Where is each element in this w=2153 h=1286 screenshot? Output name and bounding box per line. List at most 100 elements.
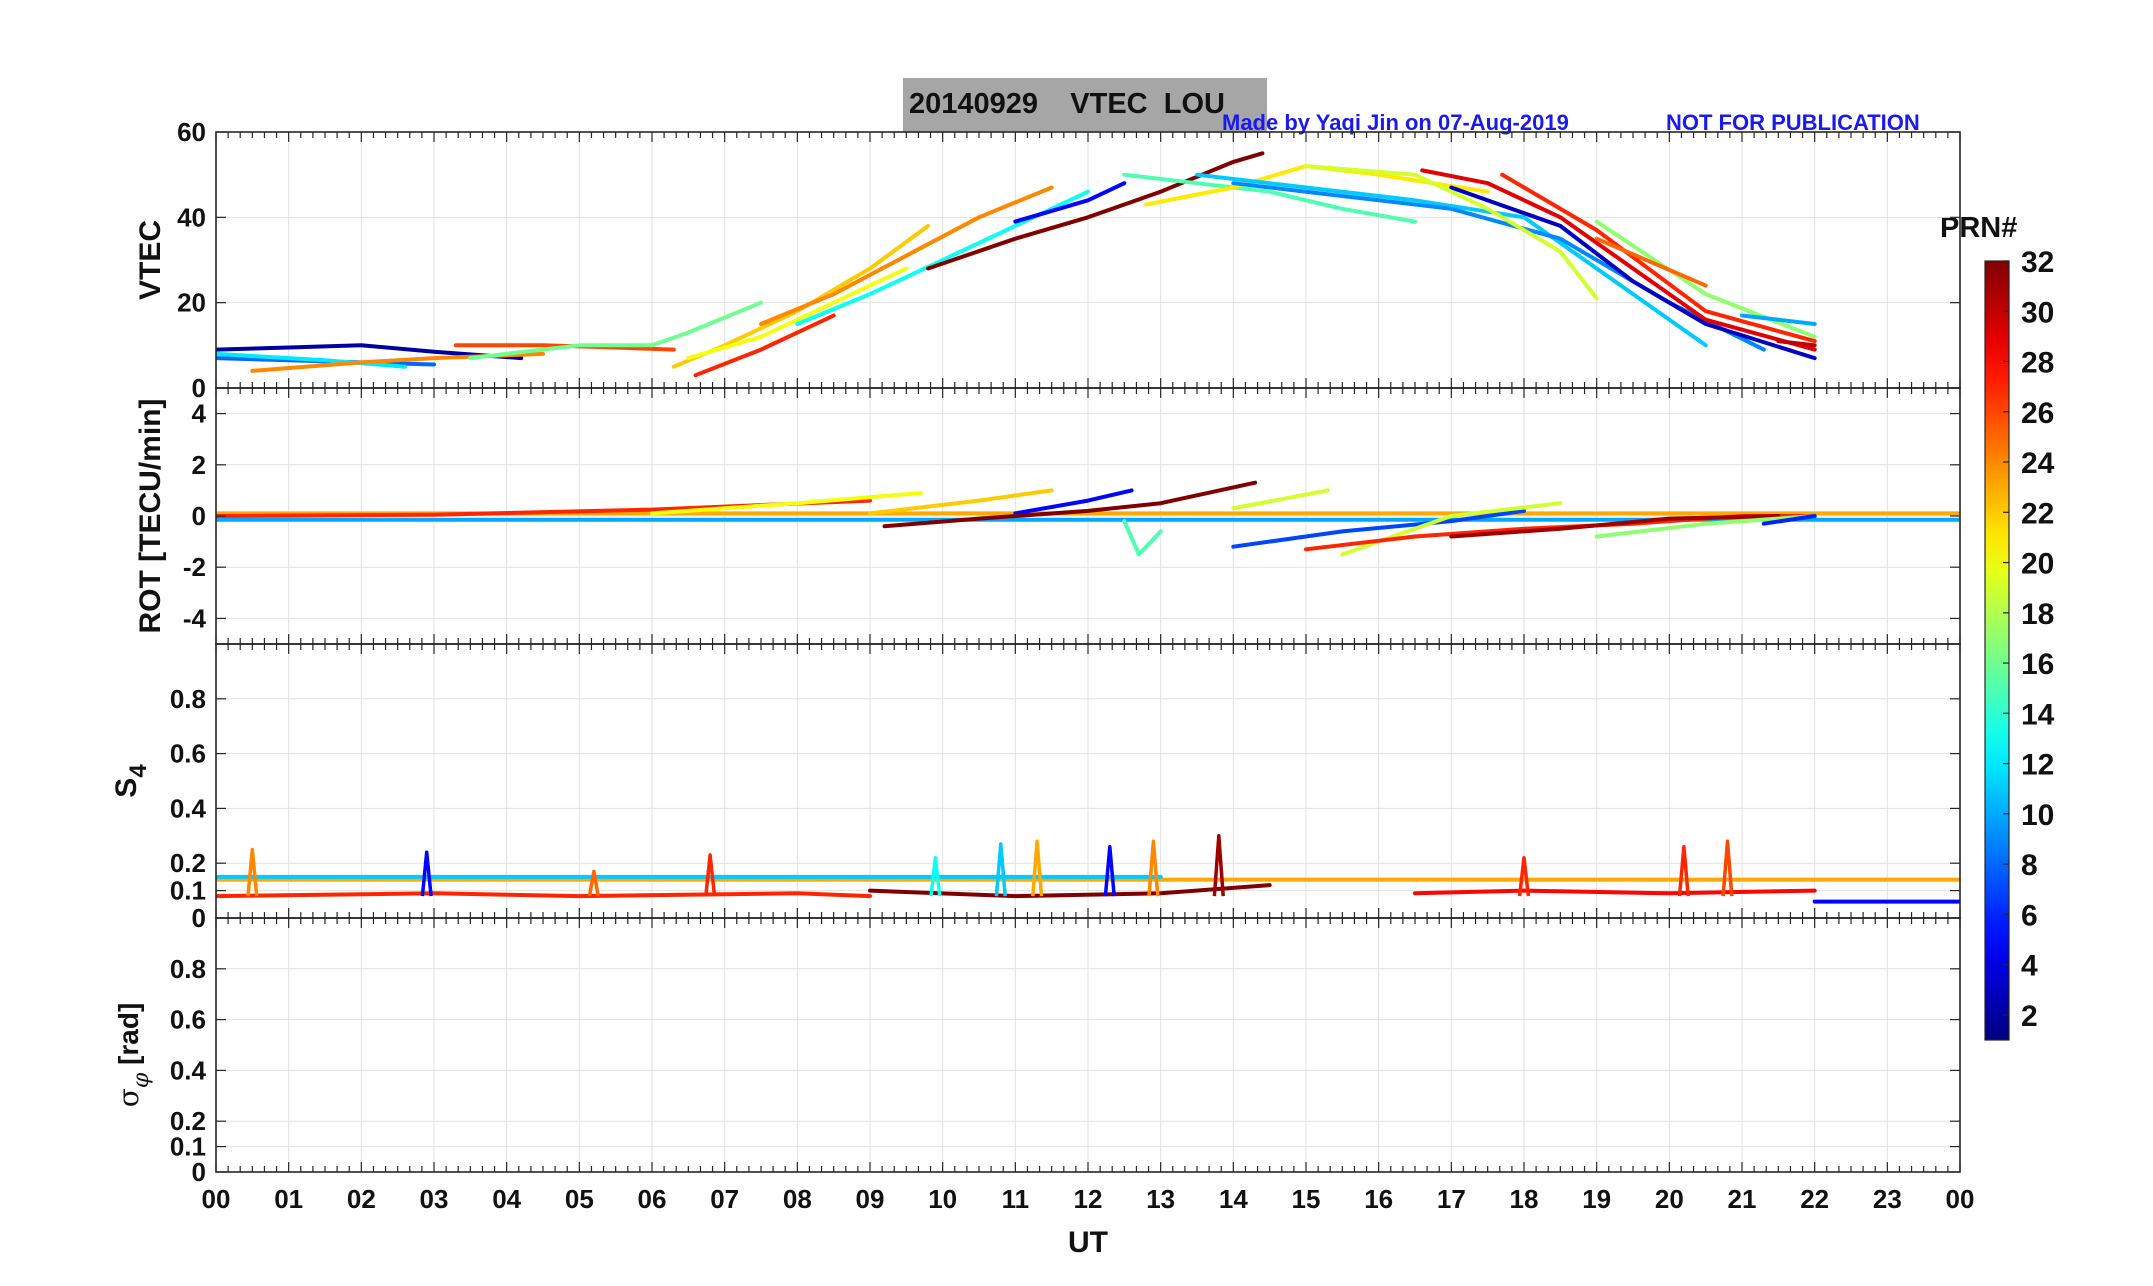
x-tick-label: 22 [1800,1184,1829,1214]
y-tick-label: 0 [192,501,206,531]
spike-prn-5 [420,850,433,897]
y-tick-label: 0.4 [170,1055,207,1085]
y-tick-label: -4 [183,603,207,633]
colorbar-tick-label: 4 [2021,950,2038,983]
x-tick-label: 15 [1292,1184,1321,1214]
y-tick-label: 20 [177,288,206,318]
colorbar-tick-label: 30 [2021,296,2054,329]
spike-prn-24 [1147,839,1160,897]
y-tick-label: -2 [183,552,206,582]
colorbar-tick-label: 20 [2021,548,2054,581]
x-tick-label: 23 [1873,1184,1902,1214]
series-prn-15 [1122,172,1417,224]
colorbar-tick-label: 26 [2021,397,2054,430]
y-tick-label: 0.2 [170,848,206,878]
x-tick-label: 08 [783,1184,812,1214]
series-prn-16 [468,300,763,361]
x-tick-label: 01 [274,1184,303,1214]
series-prn-7 [1231,508,1526,549]
x-tick-label: 05 [565,1184,594,1214]
x-tick-label: 09 [856,1184,885,1214]
series-prn-5 [1013,181,1127,224]
spike-prn-13 [929,855,942,897]
series-group [216,151,1817,378]
colorbar-tick-label: 22 [2021,497,2054,530]
y-tick-label: 0 [192,903,206,933]
y-tick-label: 60 [177,117,206,147]
spike-prn-27 [704,853,717,897]
colorbar-tick-label: 18 [2021,598,2054,631]
y-tick-label: 0.4 [170,793,207,823]
y-axis-label: VTEC [134,220,167,300]
x-tick-label: 13 [1146,1184,1175,1214]
spike-prn-27 [1677,845,1690,897]
x-tick-label: 20 [1655,1184,1684,1214]
panel-rot: -4 -2 0 2 4 ROT [TECU/min] [134,387,1961,645]
series-prn-28 [1413,888,1817,896]
y-tick-label: 0.8 [170,954,206,984]
panel-sigma_phi: 00.10.2 0.4 0.6 0.8 σφ [rad] [112,917,1961,1187]
x-tick-label: 07 [710,1184,739,1214]
not-for-publication-note: NOT FOR PUBLICATION [1666,110,1920,135]
x-tick-label: 12 [1074,1184,1103,1214]
x-tick-label: 04 [492,1184,521,1214]
title-station: LOU [1163,88,1225,120]
series-prn-10 [1740,313,1817,326]
series-prn-20 [650,491,923,516]
title-date: 20140929 [909,88,1039,120]
colorbar-tick-label: 10 [2021,799,2054,832]
y-tick-label: 0.8 [170,684,206,714]
series-prn-3 [1449,185,1817,361]
x-tick-label: 14 [1219,1184,1248,1214]
series-prn-24 [759,185,1054,326]
series-prn-20 [686,266,909,361]
series-prn-9 [1231,181,1766,352]
y-axis-label: σφ [rad] [112,1003,154,1108]
panel-vtec: 0 20 40 60 VTEC [134,117,1961,403]
series-prn-22 [671,223,931,369]
y-tick-label: 0.6 [170,1005,206,1035]
series-group [216,480,1960,557]
spike-prn-26 [1721,839,1734,897]
colorbar-tick-label: 32 [2021,246,2054,279]
title-box [903,78,1267,132]
y-tick-label: 0.2 [170,1106,206,1136]
chart-title: 20140929 VTEC LOU [909,88,1225,121]
made-by-note: Made by Yaqi Jin on 07-Aug-2019 [1222,110,1569,135]
series-prn-15 [1122,519,1163,557]
y-tick-label: 2 [192,450,206,480]
spike-prn-25 [587,869,600,897]
x-tick-label: 00 [202,1184,231,1214]
y-tick-label: 0 [192,373,206,403]
series-prn-29 [1420,168,1817,352]
colorbar-tick-label: 8 [2021,849,2038,882]
y-tick-label: 0.1 [170,1132,206,1162]
y-tick-label: 0 [192,1157,206,1187]
x-tick-label: 16 [1364,1184,1393,1214]
x-tick-label: 10 [928,1184,957,1214]
y-tick-label: 4 [192,399,207,429]
spike-prn-23 [1031,839,1044,897]
y-tick-label: 0.6 [170,739,206,769]
series-prn-31 [1449,514,1781,539]
spike-prn-5 [1103,845,1116,897]
series-group [216,834,1960,904]
y-tick-label: 40 [177,202,206,232]
series-prn-17 [1594,514,1817,539]
colorbar-bar [1984,260,2010,1041]
series-prn-30 [1776,339,1817,348]
series-prn-22 [868,488,1054,516]
x-tick-label: 18 [1510,1184,1539,1214]
series-prn-6 [1761,514,1817,526]
colorbar-tick-label: 16 [2021,648,2054,681]
series-prn-27 [693,313,836,378]
colorbar-tick-label: 2 [2021,1000,2038,1033]
x-tick-label: 17 [1437,1184,1466,1214]
series-prn-17 [1594,219,1817,339]
x-axis-label: UT [1068,1226,1108,1259]
x-tick-label: 03 [420,1184,449,1214]
series-prn-11 [1195,172,1708,348]
x-tick-label: 21 [1728,1184,1757,1214]
colorbar-tick-label: 12 [2021,749,2054,782]
